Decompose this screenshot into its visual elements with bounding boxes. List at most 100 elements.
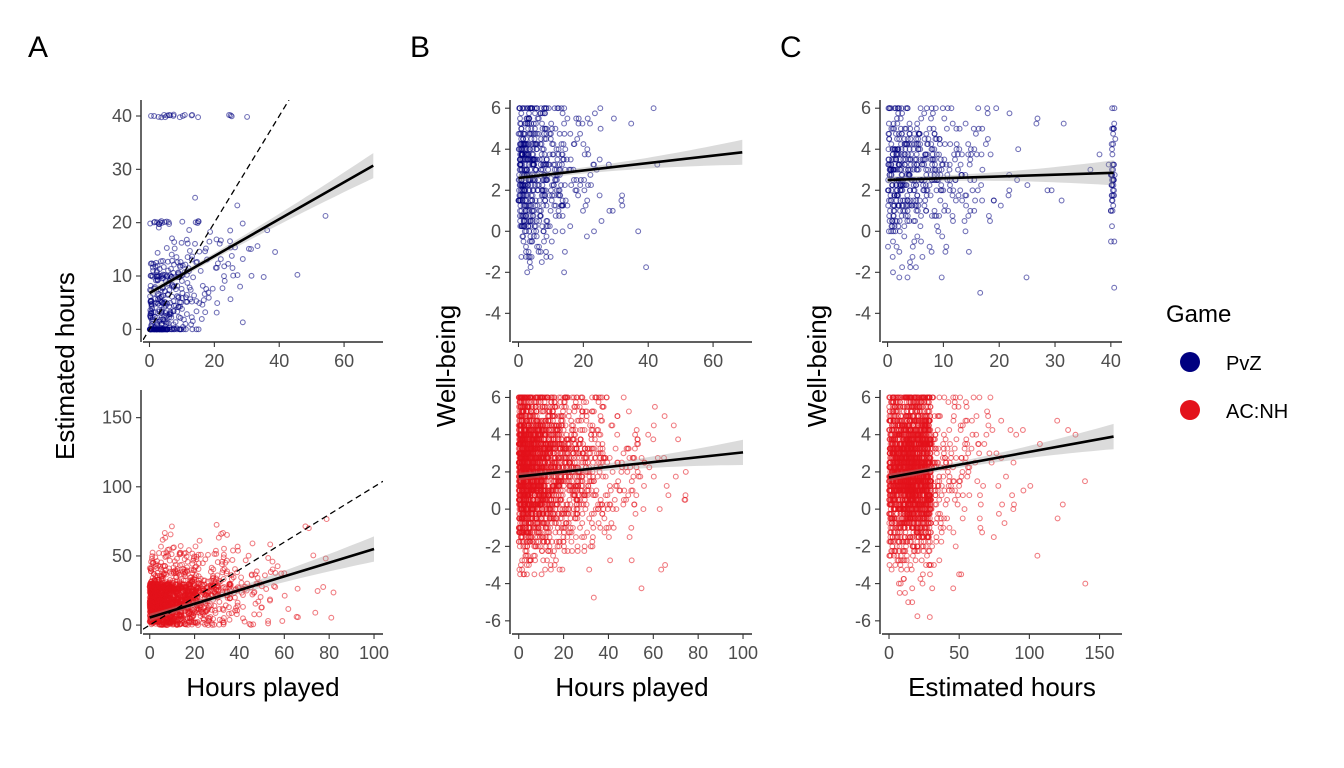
data-point [582, 408, 589, 415]
data-point [538, 259, 545, 266]
data-point [526, 202, 533, 209]
data-point [200, 297, 207, 304]
data-point [531, 136, 538, 142]
x-tick-label: 40 [269, 351, 289, 371]
data-point [584, 445, 591, 452]
data-point [525, 552, 531, 559]
data-point [152, 561, 159, 568]
x-tick-label: 40 [229, 643, 249, 663]
data-point [584, 146, 591, 153]
data-point [522, 161, 529, 168]
data-point [646, 464, 653, 471]
data-point [533, 218, 540, 224]
data-point [599, 445, 606, 452]
data-point [525, 125, 532, 132]
data-point [190, 588, 197, 595]
data-point [581, 427, 588, 433]
data-point [590, 594, 597, 601]
data-point [580, 399, 587, 406]
data-point [549, 182, 555, 189]
x-tick-label: 80 [319, 643, 339, 663]
data-point [235, 547, 241, 554]
data-point [562, 146, 569, 153]
data-point [650, 436, 657, 443]
data-point [549, 141, 556, 148]
data-point [561, 248, 568, 255]
data-point [531, 125, 538, 132]
data-point [530, 233, 537, 240]
data-point [148, 303, 155, 310]
data-point [582, 202, 589, 209]
data-point [157, 607, 164, 613]
data-point [248, 571, 255, 578]
data-point [174, 620, 180, 627]
data-point [202, 248, 209, 255]
data-point [168, 523, 175, 530]
data-point [182, 577, 189, 584]
data-point [521, 130, 528, 137]
data-point [556, 192, 563, 199]
data-point [529, 238, 536, 245]
data-point [147, 565, 154, 572]
data-point [546, 130, 553, 137]
panel-label-c: C [780, 31, 802, 64]
data-point [623, 496, 630, 503]
data-point [559, 501, 566, 508]
data-point [163, 553, 170, 560]
data-point [528, 192, 535, 199]
data-point [632, 431, 639, 438]
data-point [148, 599, 155, 606]
data-point [152, 300, 159, 307]
data-point [191, 553, 198, 560]
data-point [265, 555, 272, 561]
data-point [263, 586, 270, 592]
data-point [518, 223, 525, 230]
data-point [178, 299, 185, 306]
data-point [241, 618, 248, 625]
data-point [180, 326, 187, 333]
data-point [547, 207, 554, 214]
data-point [159, 577, 165, 584]
legend-swatch-acnh [1180, 400, 1200, 420]
data-point [517, 571, 524, 578]
data-point [201, 577, 208, 584]
data-point [153, 326, 160, 333]
data-point [207, 568, 214, 575]
data-point [177, 315, 184, 321]
data-point [516, 192, 523, 199]
data-point [150, 592, 157, 599]
data-point [230, 547, 236, 554]
data-point [525, 115, 532, 122]
data-point [184, 564, 191, 571]
data-point [543, 248, 549, 255]
data-point [314, 588, 321, 594]
data-point [541, 161, 548, 168]
data-point [161, 111, 168, 118]
data-point [205, 294, 212, 301]
data-point [552, 501, 559, 508]
data-point [213, 550, 220, 557]
data-point [257, 594, 264, 600]
data-point [171, 239, 178, 246]
data-point [523, 243, 529, 250]
data-point [205, 618, 212, 625]
data-point [191, 567, 198, 574]
data-point [148, 112, 154, 119]
data-point [154, 277, 161, 284]
data-point [220, 554, 227, 561]
data-point [553, 166, 560, 173]
data-point [558, 182, 565, 189]
data-point [274, 563, 281, 570]
legend-swatch-pvz [1180, 352, 1200, 372]
data-point [225, 260, 232, 267]
data-point [577, 524, 583, 531]
data-point [524, 207, 531, 214]
data-point [163, 245, 170, 251]
data-point [183, 553, 190, 560]
data-point [574, 136, 581, 142]
data-point [168, 251, 175, 258]
data-point [577, 182, 584, 189]
data-point [561, 105, 568, 112]
data-point [606, 207, 613, 214]
